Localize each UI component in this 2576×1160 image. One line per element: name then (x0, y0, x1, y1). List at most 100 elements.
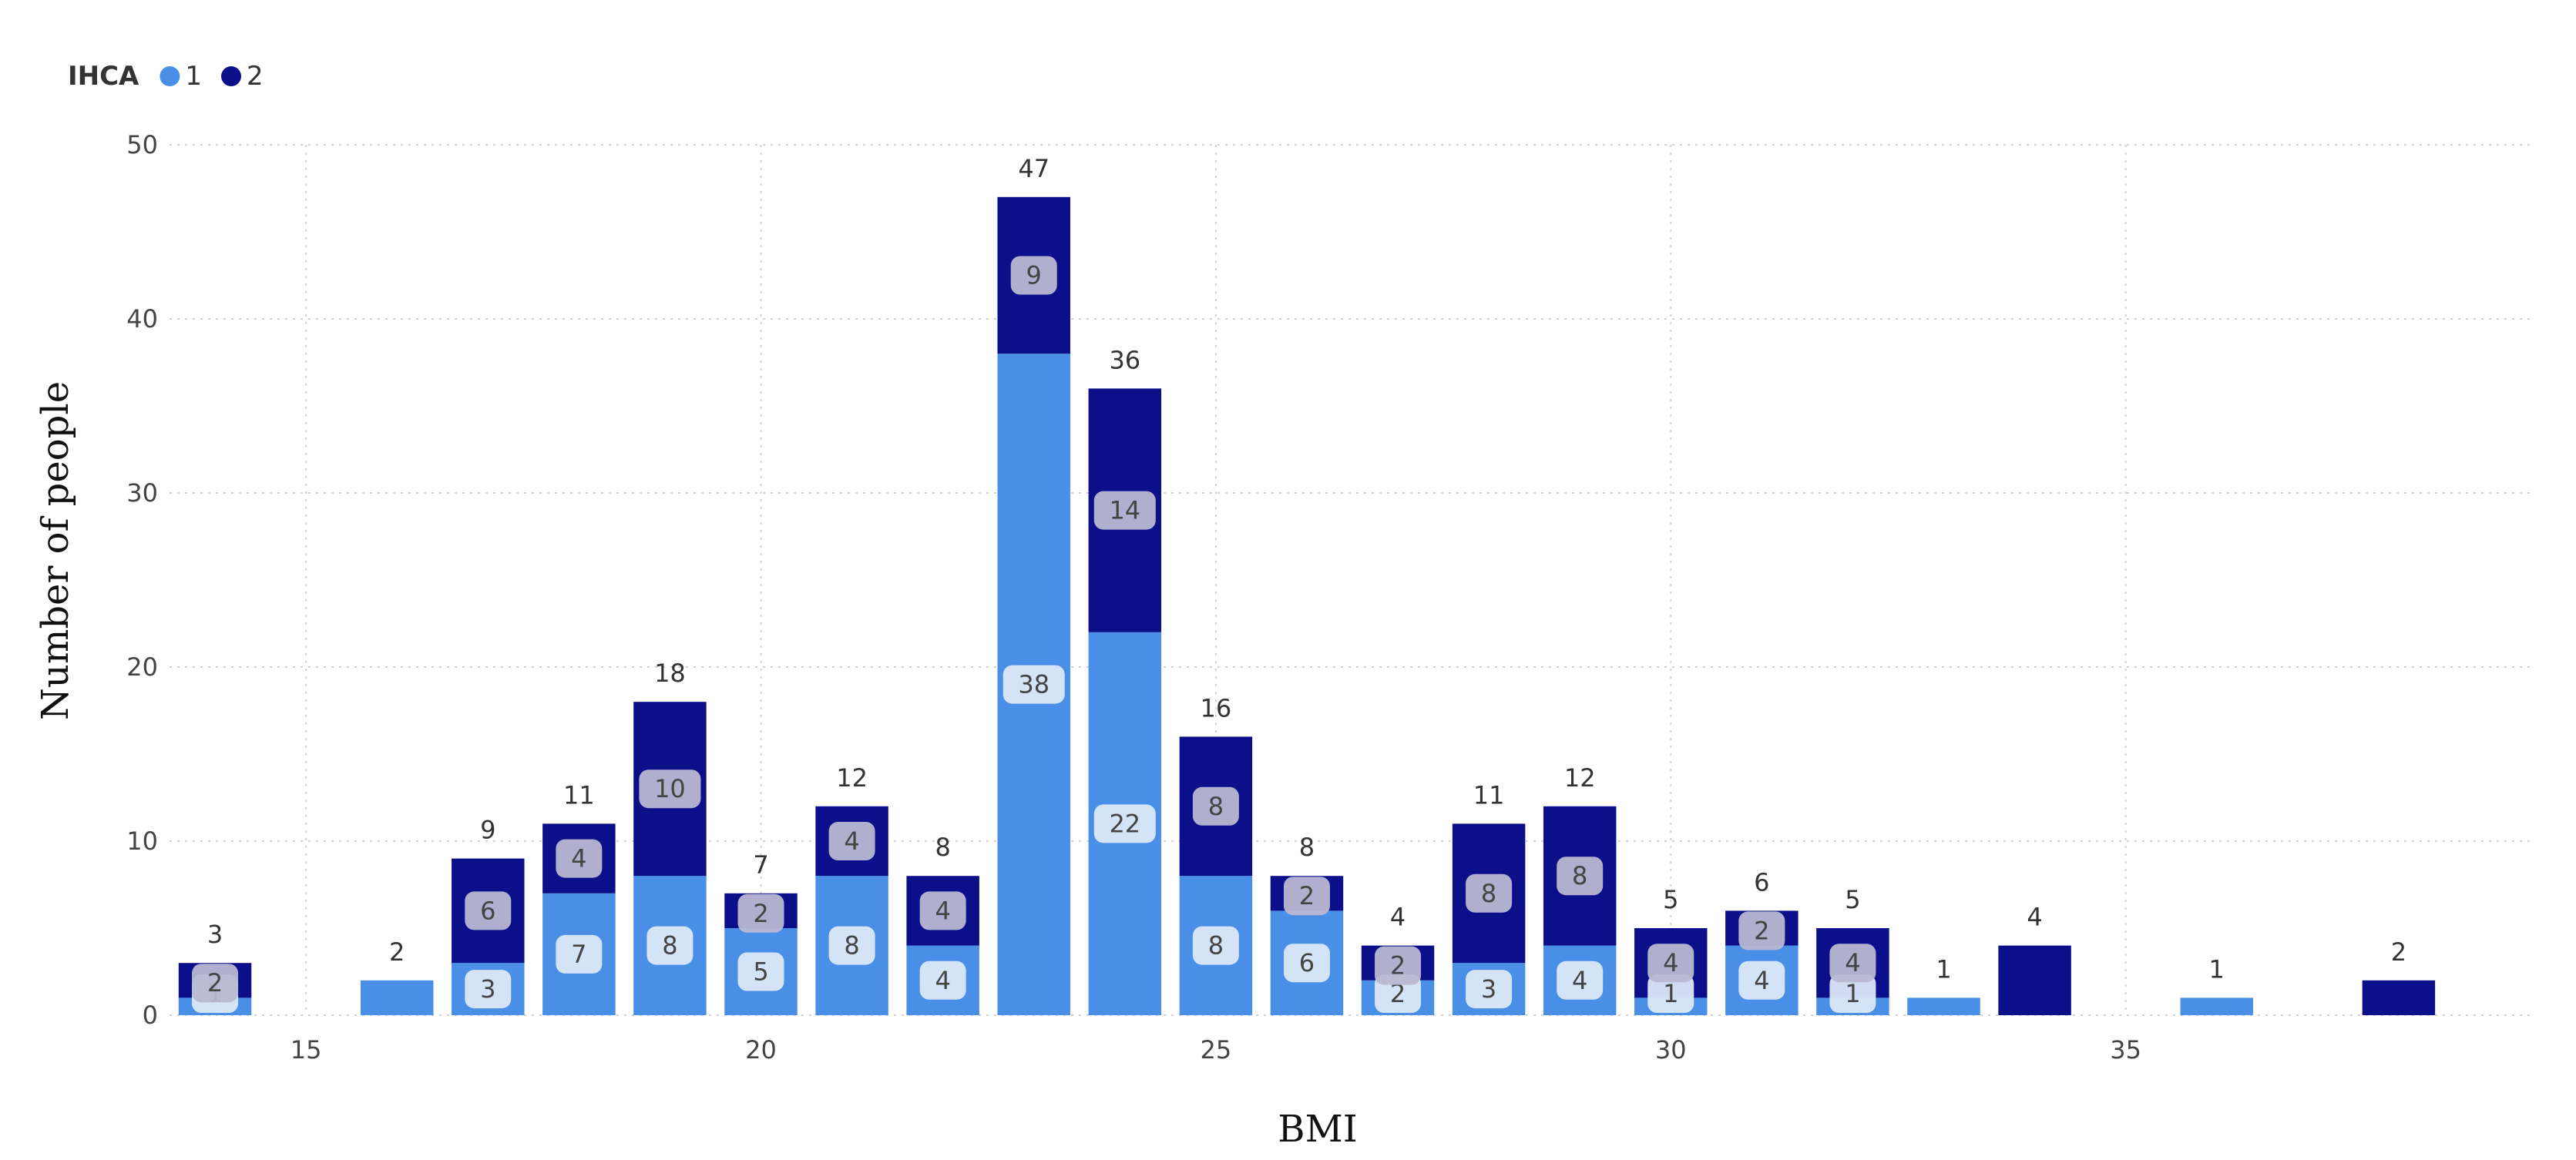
segment-data-label: 8 (662, 931, 677, 961)
segment-label-box (737, 893, 784, 933)
bar-total-label: 9 (480, 816, 495, 845)
bar-total-label: 12 (1564, 763, 1596, 793)
y-tick-label: 20 (126, 652, 158, 682)
segment-data-label: 8 (1572, 861, 1587, 890)
segment-label-box (1283, 877, 1330, 916)
segment-data-label: 6 (480, 896, 495, 925)
segment-data-label: 8 (1208, 792, 1224, 821)
segment-data-label: 38 (1018, 670, 1050, 699)
legend: IHCA 1 2 (68, 61, 264, 92)
segment-data-label: 14 (1109, 496, 1140, 525)
bar-total-label: 11 (563, 780, 595, 810)
segment-label-box (1003, 665, 1065, 704)
segment-data-label: 6 (1299, 948, 1315, 977)
bar-total-label: 7 (753, 850, 768, 880)
segment-label-box (919, 891, 966, 930)
x-tick-label: 30 (1655, 1035, 1687, 1064)
bar-total-label: 1 (2209, 954, 2225, 984)
segment-label-box (828, 822, 875, 860)
x-tick-label: 15 (291, 1035, 322, 1064)
segment-label-box (1010, 256, 1057, 295)
segment-data-label: 10 (654, 774, 686, 803)
segment-data-label: 8 (1481, 879, 1496, 908)
segment-label-box (1466, 873, 1513, 913)
y-axis-title: Number of people (34, 381, 77, 720)
segment-data-label: 7 (571, 940, 586, 969)
bar-total-label: 4 (1390, 903, 1406, 932)
segment-data-label: 4 (935, 896, 950, 925)
bars: 1232369741181018527841244838947221436881… (178, 154, 2436, 1015)
segment-data-label: 4 (1663, 948, 1678, 977)
segment-label-box (556, 934, 603, 974)
y-tick-labels: 0 10 20 30 40 50 (126, 130, 158, 1030)
segment-data-label: 2 (1754, 916, 1769, 945)
segment-data-label: 22 (1109, 809, 1140, 838)
segment-label-box (1283, 944, 1330, 983)
bar-total-label: 16 (1201, 693, 1232, 722)
legend-label-2: 2 (247, 61, 264, 92)
y-tick-label: 40 (126, 304, 158, 334)
bar-total-label: 1 (1936, 954, 1951, 984)
segment-label-box (647, 926, 694, 965)
segment-label-box (465, 970, 512, 1009)
y-tick-label: 10 (126, 826, 158, 856)
segment-data-label: 4 (1754, 966, 1769, 995)
segment-label-box (1557, 961, 1604, 1000)
segment-label-box (556, 839, 603, 878)
segment-label-box (639, 769, 701, 809)
segment-data-label: 4 (935, 966, 950, 995)
segment-label-box (1192, 786, 1239, 826)
segment-label-box (192, 964, 239, 1003)
segment-data-label: 3 (480, 974, 495, 1004)
segment-data-label: 4 (844, 826, 859, 856)
segment-label-box (1093, 491, 1156, 530)
segment-label-box (1647, 974, 1694, 1013)
legend-swatch-1 (160, 66, 180, 86)
segment-data-label: 3 (1481, 974, 1496, 1004)
bar-total-label: 8 (1299, 833, 1315, 862)
bar-total-label: 18 (654, 659, 686, 688)
segment-label-box (1466, 970, 1513, 1009)
bar-segment-ihca-2 (1998, 945, 2071, 1015)
x-axis-title: BMI (1278, 1108, 1357, 1151)
bar-total-label: 6 (1754, 867, 1769, 897)
segment-data-label: 9 (1026, 261, 1042, 290)
bar-total-label: 4 (2027, 903, 2042, 932)
segment-data-label: 4 (571, 844, 586, 873)
segment-data-label: 8 (844, 931, 859, 961)
bar-total-label: 11 (1473, 780, 1505, 810)
bar-total-label: 47 (1018, 154, 1050, 183)
segment-label-box (828, 926, 875, 965)
segment-data-label: 2 (1390, 951, 1406, 981)
segment-data-label: 4 (1845, 948, 1860, 977)
segment-label-box (1647, 944, 1694, 983)
segment-data-label: 1 (1845, 979, 1860, 1008)
segment-label-box (919, 961, 966, 1000)
legend-swatch-2 (221, 66, 242, 86)
segment-data-label: 4 (1572, 966, 1587, 995)
x-tick-label: 20 (745, 1035, 777, 1064)
segment-label-box (1829, 974, 1876, 1013)
segment-label-box (1829, 944, 1876, 983)
segment-data-label: 1 (1663, 979, 1678, 1008)
segment-label-box (737, 952, 784, 991)
bar-total-label: 5 (1845, 885, 1860, 914)
bar-total-label: 2 (389, 937, 405, 967)
bar-segment-ihca-1 (2180, 997, 2253, 1015)
bar-total-label: 3 (207, 920, 223, 949)
bar-segment-ihca-1 (1907, 997, 1980, 1015)
bar-total-label: 36 (1109, 345, 1140, 374)
segment-data-label: 5 (753, 957, 768, 987)
segment-label-box (465, 891, 512, 930)
bar-total-label: 2 (2391, 937, 2406, 967)
legend-title: IHCA (68, 61, 139, 92)
segment-label-box (1557, 857, 1604, 896)
y-tick-label: 30 (126, 478, 158, 508)
y-tick-label: 0 (143, 1001, 158, 1030)
bar-total-label: 8 (935, 833, 950, 862)
segment-data-label: 2 (1299, 881, 1315, 910)
segment-label-box (1192, 926, 1239, 965)
segment-label-box (1738, 911, 1785, 950)
legend-label-1: 1 (185, 61, 202, 92)
